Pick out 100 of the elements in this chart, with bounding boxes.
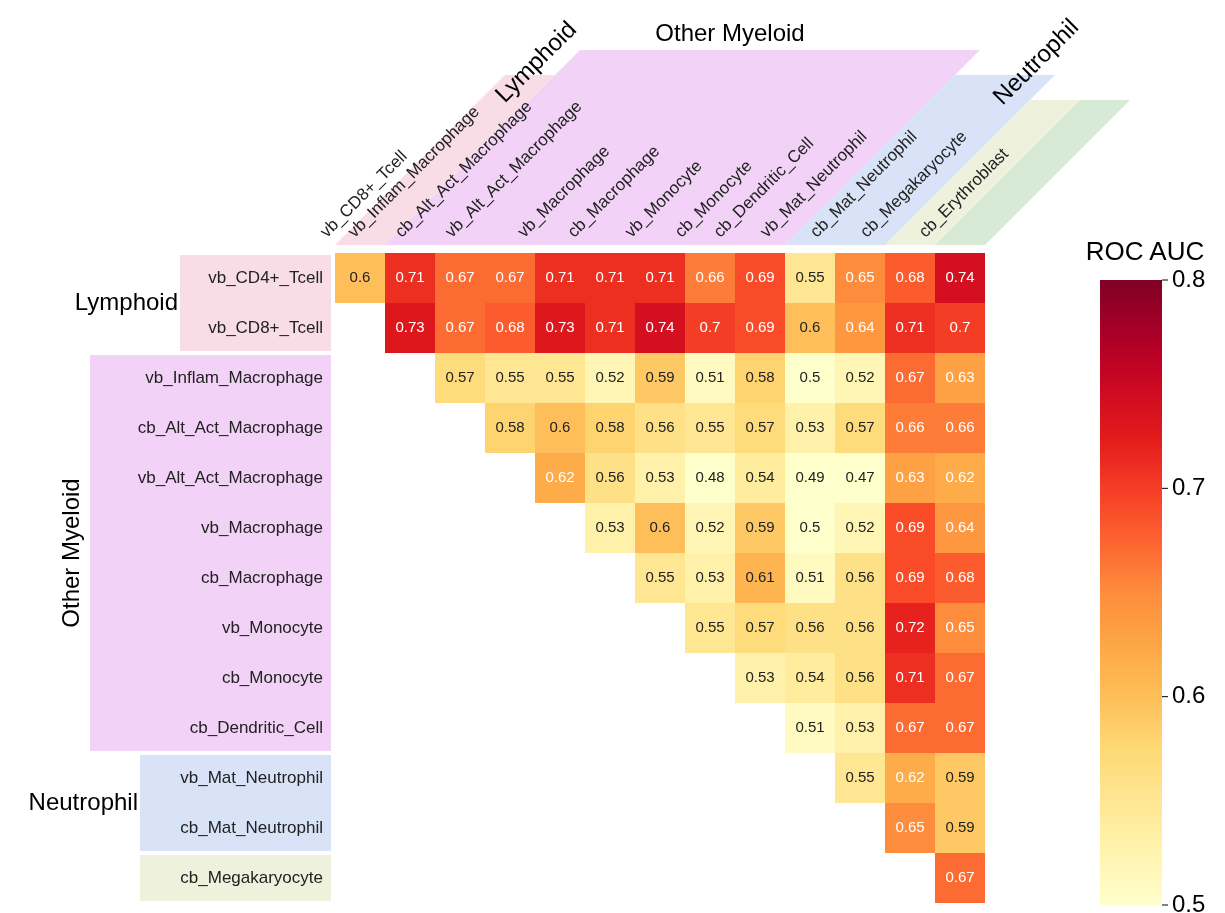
y-tick-label: vb_CD4+_Tcell	[208, 267, 323, 287]
data-label: 0.62	[945, 468, 975, 486]
data-label: 0.65	[845, 268, 875, 286]
data-label: 0.69	[895, 518, 925, 536]
text: Neutrophil	[28, 787, 138, 815]
color-bar-label: 0.8	[1172, 264, 1206, 292]
data-label: 0.52	[595, 368, 625, 386]
data-label: 0.66	[945, 418, 975, 436]
data-label: 0.55	[695, 618, 725, 636]
data-label: 0.53	[745, 668, 775, 686]
data-label: 0.62	[895, 768, 925, 786]
data-label: 0.68	[895, 268, 925, 286]
data-label: 0.59	[645, 368, 675, 386]
data-label: 0.7	[699, 318, 721, 336]
data-label: 0.71	[895, 318, 925, 336]
data-label: 0.55	[795, 268, 825, 286]
data-label: 0.63	[895, 468, 925, 486]
data-label: 0.69	[745, 268, 775, 286]
data-label: 0.7	[949, 318, 971, 336]
data-label: 0.54	[745, 468, 775, 486]
data-label: 0.58	[595, 418, 625, 436]
color-bar-title: ROC AUC	[1085, 236, 1205, 267]
data-label: 0.59	[945, 768, 975, 786]
data-label: 0.55	[645, 568, 675, 586]
text: Other Myeloid	[56, 478, 84, 628]
data-label: 0.65	[895, 818, 925, 836]
data-label: 0.53	[845, 718, 875, 736]
y-tick-label: vb_Alt_Act_Macrophage	[137, 467, 323, 487]
data-label: 0.55	[495, 368, 525, 386]
data-label: 0.67	[945, 718, 975, 736]
data-label: 0.57	[745, 618, 775, 636]
data-label: 0.68	[495, 318, 525, 336]
data-label: 0.63	[945, 368, 975, 386]
data-label: 0.67	[445, 318, 475, 336]
data-label: 0.51	[695, 368, 725, 386]
data-label: 0.51	[795, 568, 825, 586]
y-tick-label: vb_Inflam_Macrophage	[145, 367, 323, 387]
data-label: 0.66	[695, 268, 725, 286]
data-label: 0.51	[795, 718, 825, 736]
data-label: 0.57	[445, 368, 475, 386]
data-label: 0.56	[645, 418, 675, 436]
data-label: 0.67	[445, 268, 475, 286]
data-label: 0.59	[745, 518, 775, 536]
data-label: 0.67	[895, 368, 925, 386]
data-label: 0.69	[895, 568, 925, 586]
data-label: 0.74	[645, 318, 675, 336]
data-label: 0.57	[745, 418, 775, 436]
data-label: 0.56	[595, 468, 625, 486]
y-tick-label: cb_Macrophage	[201, 567, 323, 587]
data-label: 0.58	[745, 368, 775, 386]
data-label: 0.69	[745, 318, 775, 336]
y-tick-label: cb_Mat_Neutrophil	[180, 817, 323, 837]
text: Other Myeloid	[655, 18, 805, 46]
data-label: 0.5	[799, 368, 821, 386]
data-label: 0.52	[845, 368, 875, 386]
data-label: 0.61	[745, 568, 775, 586]
data-label: 0.64	[945, 518, 975, 536]
data-label: 0.72	[895, 618, 925, 636]
data-label: 0.58	[495, 418, 525, 436]
data-label: 0.59	[945, 818, 975, 836]
color-bar-label: 0.5	[1172, 889, 1206, 913]
data-label: 0.73	[545, 318, 575, 336]
y-tick-label: vb_Macrophage	[201, 517, 323, 537]
data-label: 0.6	[349, 268, 371, 286]
data-label: 0.55	[695, 418, 725, 436]
data-label: 0.56	[845, 668, 875, 686]
data-label: 0.6	[649, 518, 671, 536]
data-label: 0.56	[845, 618, 875, 636]
data-label: 0.6	[549, 418, 571, 436]
data-label: 0.71	[545, 268, 575, 286]
data-label: 0.68	[945, 568, 975, 586]
data-label: 0.53	[695, 568, 725, 586]
data-label: 0.71	[895, 668, 925, 686]
data-label: 0.52	[695, 518, 725, 536]
color-bar-label: 0.7	[1172, 472, 1206, 500]
data-label: 0.48	[695, 468, 725, 486]
data-label: 0.71	[645, 268, 675, 286]
data-label: 0.5	[799, 518, 821, 536]
data-label: 0.6	[799, 318, 821, 336]
data-label: 0.73	[395, 318, 425, 336]
data-label: 0.65	[945, 618, 975, 636]
data-label: 0.62	[545, 468, 575, 486]
data-label: 0.49	[795, 468, 825, 486]
y-tick-label: cb_Monocyte	[221, 667, 323, 687]
text: Lymphoid	[74, 287, 178, 315]
data-label: 0.55	[545, 368, 575, 386]
y-tick-label: cb_Dendritic_Cell	[189, 717, 323, 737]
data-label: 0.56	[845, 568, 875, 586]
data-label: 0.67	[495, 268, 525, 286]
data-label: 0.64	[845, 318, 875, 336]
data-label: 0.66	[895, 418, 925, 436]
data-label: 0.53	[595, 518, 625, 536]
y-tick-label: vb_Monocyte	[221, 617, 323, 637]
data-label: 0.71	[395, 268, 425, 286]
data-label: 0.71	[595, 318, 625, 336]
data-label: 0.71	[595, 268, 625, 286]
data-label: 0.74	[945, 268, 975, 286]
data-label: 0.54	[795, 668, 825, 686]
y-tick-label: vb_CD8+_Tcell	[208, 317, 323, 337]
data-label: 0.47	[845, 468, 875, 486]
